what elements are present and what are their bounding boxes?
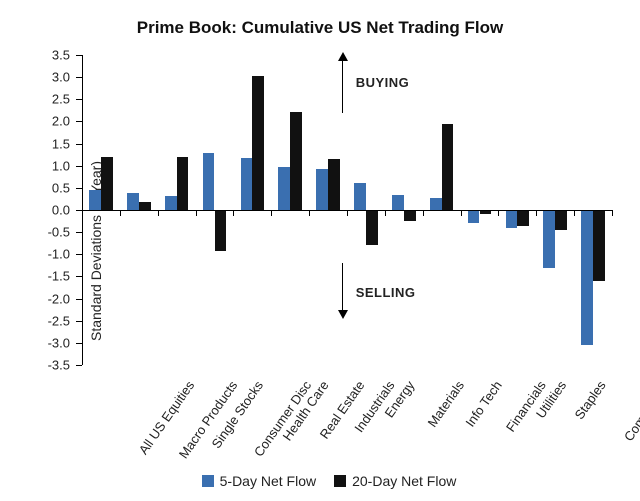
x-axis-category-label: Staples [572,378,609,422]
x-axis-category-label: Comm Svcs [621,378,640,444]
y-tick-label: -2.5 [48,313,82,328]
x-tick-mark [612,210,613,216]
x-tick-mark [498,210,499,216]
bar [290,112,302,210]
bar [165,196,177,210]
bar [468,210,480,223]
selling-arrow-icon [342,263,344,312]
legend-swatch [202,475,214,487]
selling-annotation: SELLING [356,285,416,300]
bar [139,202,151,210]
bar [430,198,442,210]
bar [404,210,416,221]
bar [127,193,139,210]
x-axis-category-label: Materials [424,378,467,430]
y-tick-label: 2.5 [52,92,82,107]
bar [241,158,253,210]
bar [252,76,264,210]
chart-container: Prime Book: Cumulative US Net Trading Fl… [0,0,640,501]
buying-arrow-icon [342,59,344,112]
legend-label: 5-Day Net Flow [220,473,316,489]
x-tick-mark [385,210,386,216]
plot-area: -3.5-3.0-2.5-2.0-1.5-1.0-0.50.00.51.01.5… [82,55,612,365]
bar [354,183,366,210]
bar [215,210,227,251]
x-axis-labels: All US EquitiesMacro ProductsSingle Stoc… [82,372,612,472]
bar [392,195,404,211]
bar [543,210,555,268]
y-tick-label: -0.5 [48,225,82,240]
x-tick-mark [158,210,159,216]
x-axis-category-label: Info Tech [462,378,504,430]
y-tick-label: 0.5 [52,180,82,195]
y-tick-label: 3.5 [52,48,82,63]
x-tick-mark [120,210,121,216]
x-tick-mark [309,210,310,216]
x-tick-mark [347,210,348,216]
x-tick-mark [423,210,424,216]
bar [101,157,113,210]
y-tick-label: -2.0 [48,291,82,306]
y-tick-label: -1.0 [48,247,82,262]
bar [316,169,328,210]
x-tick-mark [461,210,462,216]
y-tick-label: 1.5 [52,136,82,151]
x-tick-mark [574,210,575,216]
legend: 5-Day Net Flow 20-Day Net Flow [0,473,640,489]
y-tick-label: 1.0 [52,158,82,173]
bar [203,153,215,210]
legend-swatch [334,475,346,487]
x-tick-mark [536,210,537,216]
y-tick-label: -1.5 [48,269,82,284]
x-tick-mark [196,210,197,216]
legend-label: 20-Day Net Flow [352,473,456,489]
bar [366,210,378,245]
bar [581,210,593,345]
y-tick-label: -3.0 [48,335,82,350]
bar [89,190,101,210]
bar [517,210,529,226]
bar [177,157,189,210]
y-tick-label: 3.0 [52,70,82,85]
chart-title: Prime Book: Cumulative US Net Trading Fl… [0,18,640,38]
bar [506,210,518,228]
y-tick-label: 2.0 [52,114,82,129]
x-tick-mark [233,210,234,216]
x-tick-mark [271,210,272,216]
bar [328,159,340,210]
y-tick-label: -3.5 [48,358,82,373]
bar [278,167,290,210]
y-tick-label: 0.0 [52,203,82,218]
buying-annotation: BUYING [356,75,410,90]
bar [555,210,567,230]
bar [593,210,605,281]
bar [442,124,454,210]
